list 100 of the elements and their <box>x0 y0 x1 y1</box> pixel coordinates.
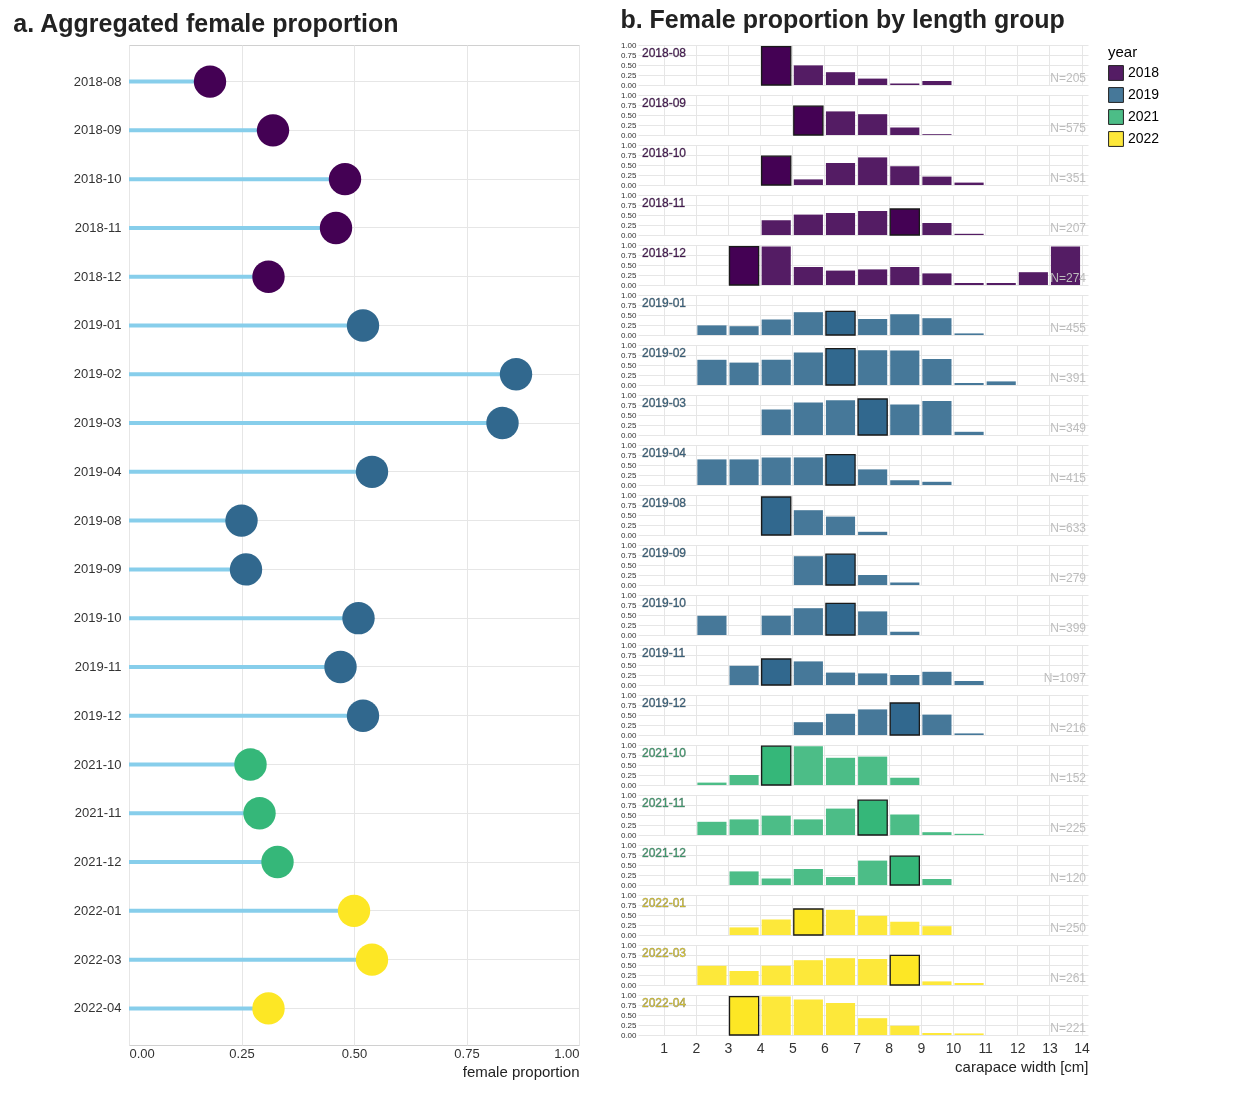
y-tick-label: 0.00 <box>620 580 638 590</box>
y-tick-label: 0.50 <box>620 660 638 670</box>
y-tick-label: 0.75 <box>620 800 638 810</box>
chart-title: a. Aggregated female proportion <box>13 9 399 37</box>
point <box>355 455 389 488</box>
legend-label: 2018 <box>1128 64 1160 80</box>
x-tick-label: 0.00 <box>129 1045 155 1061</box>
point <box>319 211 353 245</box>
y-tick-label: 0.00 <box>620 330 638 340</box>
y-tick-label: 2018-08 <box>73 73 122 89</box>
chart-subtitle: 2019-12 <box>642 696 687 710</box>
chart-subtitle: 2019-03 <box>642 396 687 410</box>
x-tick-label: 2 <box>692 1039 701 1056</box>
y-tick-label: 0.25 <box>620 570 638 580</box>
point <box>337 894 371 928</box>
y-tick-label: 1.00 <box>620 690 638 700</box>
y-tick-label: 0.25 <box>620 70 638 80</box>
y-tick-label: 2019-08 <box>73 512 122 528</box>
chart-subtitle: 2018-12 <box>642 246 687 260</box>
y-tick-label: 0.25 <box>620 220 638 230</box>
y-tick-label: 0.00 <box>620 280 638 290</box>
annotation: N=415 <box>1050 471 1087 485</box>
y-tick-label: 1.00 <box>620 540 638 550</box>
y-tick-label: 0.00 <box>620 380 638 390</box>
y-tick-label: 0.50 <box>620 560 638 570</box>
y-tick-label: 0.25 <box>620 370 638 380</box>
x-tick-label: 1 <box>660 1039 669 1056</box>
y-tick-label: 1.00 <box>620 590 638 600</box>
y-tick-label: 0.00 <box>620 80 638 90</box>
y-tick-label: 0.25 <box>620 670 638 680</box>
y-tick-label: 0.25 <box>620 170 638 180</box>
y-tick-label: 1.00 <box>620 990 638 1000</box>
x-tick-label: 10 <box>945 1039 962 1056</box>
annotation: N=261 <box>1050 971 1087 985</box>
y-tick-label: 0.75 <box>620 350 638 360</box>
y-tick-label: 0.00 <box>620 830 638 840</box>
annotation: N=216 <box>1050 721 1087 735</box>
chart-subtitle: 2019-11 <box>642 646 686 660</box>
chart-subtitle: 2018-10 <box>642 146 687 160</box>
annotation: N=207 <box>1050 221 1087 235</box>
y-tick-label: 0.00 <box>620 130 638 140</box>
x-tick-label: 0.50 <box>341 1045 368 1061</box>
chart-subtitle: 2019-10 <box>642 596 687 610</box>
y-tick-label: 0.75 <box>620 100 638 110</box>
point <box>252 260 285 293</box>
x-tick-label: 11 <box>978 1039 994 1056</box>
chart-subtitle: 2019-04 <box>642 446 687 460</box>
y-tick-label: 1.00 <box>620 490 638 500</box>
y-tick-label: 1.00 <box>620 140 638 150</box>
y-tick-label: 0.00 <box>620 480 638 490</box>
legend-label: 2021 <box>1128 108 1160 124</box>
y-tick-label: 1.00 <box>620 740 638 750</box>
point <box>243 797 276 830</box>
y-tick-label: 0.75 <box>620 250 638 260</box>
chart-subtitle: 2019-09 <box>642 546 687 560</box>
annotation: N=225 <box>1050 821 1087 835</box>
y-tick-label: 0.25 <box>620 470 638 480</box>
chart-subtitle: 2021-10 <box>642 746 687 760</box>
y-tick-label: 0.25 <box>620 420 638 430</box>
point <box>342 602 375 635</box>
y-tick-label: 0.50 <box>620 460 638 470</box>
y-tick-label: 1.00 <box>620 240 638 250</box>
y-tick-label: 0.25 <box>620 620 638 630</box>
y-tick-label: 0.50 <box>620 810 638 820</box>
x-tick-label: 12 <box>1010 1039 1026 1056</box>
chart-subtitle: 2019-08 <box>642 496 687 510</box>
chart-subtitle: 2018-11 <box>642 196 686 210</box>
y-tick-label: 1.00 <box>620 790 638 800</box>
x-tick-label: 14 <box>1074 1039 1091 1056</box>
y-tick-label: 0.00 <box>620 930 638 940</box>
y-tick-label: 1.00 <box>620 40 638 50</box>
y-tick-label: 2019-10 <box>73 610 122 626</box>
legend-title: year <box>1108 43 1138 60</box>
y-tick-label: 0.75 <box>620 600 638 610</box>
y-tick-label: 0.25 <box>620 970 638 980</box>
annotation: N=575 <box>1050 121 1087 135</box>
y-tick-label: 0.75 <box>620 950 638 960</box>
chart-subtitle: 2018-09 <box>642 96 687 110</box>
x-tick-label: 0.75 <box>454 1045 480 1061</box>
y-tick-label: 0.00 <box>620 680 638 690</box>
point <box>193 65 227 98</box>
y-tick-label: 2021-11 <box>74 805 122 821</box>
y-tick-label: 2019-01 <box>73 317 122 333</box>
annotation: N=455 <box>1050 321 1087 335</box>
y-tick-label: 0.50 <box>620 910 638 920</box>
y-tick-label: 0.75 <box>620 550 638 560</box>
y-tick-label: 2021-12 <box>73 854 122 870</box>
y-tick-label: 2019-02 <box>73 366 122 382</box>
y-tick-label: 0.00 <box>620 730 638 740</box>
y-tick-label: 0.00 <box>620 230 638 240</box>
y-tick-label: 1.00 <box>620 340 638 350</box>
x-tick-label: 9 <box>917 1039 926 1056</box>
x-tick-label: 7 <box>853 1039 862 1056</box>
y-tick-label: 2018-10 <box>73 171 122 187</box>
annotation: N=221 <box>1050 1021 1087 1035</box>
y-tick-label: 0.75 <box>620 400 638 410</box>
x-tick-label: 5 <box>788 1039 797 1056</box>
y-tick-label: 0.25 <box>620 770 638 780</box>
y-tick-label: 2019-04 <box>73 463 122 479</box>
y-tick-label: 0.75 <box>620 750 638 760</box>
